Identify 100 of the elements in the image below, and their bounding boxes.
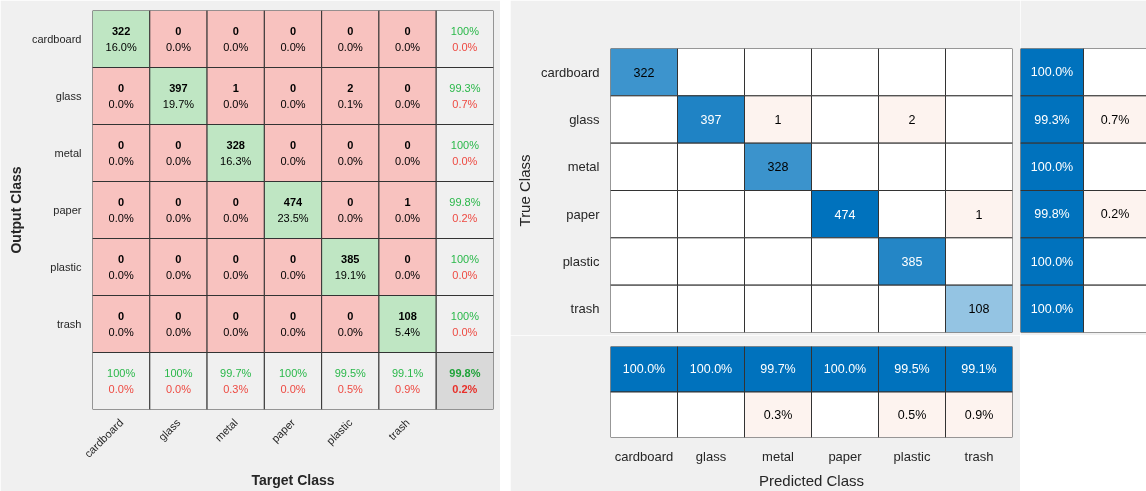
- x-tick-label: paper: [828, 448, 863, 464]
- annotation: 0.7%: [452, 97, 478, 110]
- data-label: 99.8%: [449, 196, 481, 209]
- data-label: 0: [118, 82, 125, 95]
- data-label: 0: [232, 253, 239, 266]
- annotation: 0.0%: [223, 268, 249, 281]
- data-label: 99.3%: [449, 82, 481, 95]
- annotation: 0.0%: [395, 154, 421, 167]
- data-label: 99.3%: [1034, 112, 1070, 127]
- annotation: 0.2%: [452, 382, 478, 395]
- annotation: 0.0%: [165, 40, 192, 53]
- y-tick-label: plastic: [562, 254, 600, 269]
- annotation: 0.0%: [223, 40, 249, 53]
- data-label: 99.7%: [760, 362, 796, 377]
- data-label: 0: [404, 253, 411, 266]
- annotation: 0.0%: [165, 268, 192, 281]
- data-label: 328: [767, 160, 789, 175]
- annotation: 0.0%: [108, 382, 134, 395]
- data-label: 0.7%: [1100, 112, 1130, 127]
- data-label: 322: [633, 65, 655, 80]
- data-label: 474: [834, 207, 856, 222]
- y-tick-label: plastic: [50, 261, 82, 273]
- annotation: 0.0%: [452, 268, 478, 281]
- x-axis-title: Target Class: [251, 472, 335, 489]
- annotation: 0.3%: [223, 382, 249, 395]
- data-label: 1: [774, 113, 782, 127]
- annotation: 0.0%: [108, 154, 134, 167]
- annotation: 0.0%: [165, 211, 192, 224]
- annotation: 5.4%: [395, 325, 421, 338]
- data-label: 100.0%: [1030, 159, 1074, 174]
- y-axis-title: True Class: [515, 154, 533, 227]
- data-label: 100.0%: [1030, 65, 1074, 80]
- x-tick-label: plastic: [893, 448, 931, 464]
- data-label: 397: [169, 82, 188, 95]
- x-tick-label: trash: [964, 448, 994, 464]
- data-label: 100%: [450, 253, 480, 266]
- data-label: 322: [111, 25, 131, 38]
- annotation: 0.0%: [395, 268, 421, 281]
- annotation: 0.1%: [337, 97, 364, 110]
- data-label: 0.2%: [1100, 207, 1130, 222]
- data-label: 0: [175, 310, 182, 323]
- annotation: 19.1%: [334, 268, 367, 281]
- data-label: 0: [232, 196, 239, 209]
- annotation: 0.0%: [337, 154, 364, 167]
- data-label: 0.9%: [964, 407, 994, 422]
- annotation: 0.0%: [165, 154, 192, 167]
- x-axis-title: Predicted Class: [758, 471, 865, 489]
- annotation: 0.0%: [165, 382, 192, 395]
- annotation: 0.0%: [280, 382, 306, 395]
- data-label: 0: [289, 82, 297, 95]
- annotation: 0.0%: [108, 268, 134, 281]
- data-label: 99.5%: [334, 367, 367, 380]
- y-tick-label: trash: [57, 318, 82, 330]
- x-tick-label: cardboard: [614, 448, 674, 464]
- data-label: 100%: [450, 139, 480, 152]
- annotation: 16.3%: [220, 154, 252, 167]
- data-label: 108: [398, 310, 417, 323]
- data-label: 0: [175, 253, 182, 266]
- data-label: 1: [232, 82, 239, 95]
- data-label: 0: [175, 139, 182, 152]
- data-label: 100%: [278, 367, 308, 380]
- data-label: 1: [975, 207, 983, 222]
- data-label: 99.7%: [220, 367, 252, 380]
- data-label: 0: [232, 25, 239, 38]
- annotation: 0.0%: [337, 325, 364, 338]
- annotation: 0.0%: [452, 40, 478, 53]
- data-label: 0: [404, 25, 411, 38]
- x-tick-label: glass: [695, 448, 727, 464]
- annotation: 0.0%: [280, 40, 306, 53]
- annotation: 0.5%: [337, 382, 364, 395]
- data-label: 99.8%: [449, 367, 481, 380]
- data-label: 0: [404, 139, 411, 152]
- annotation: 0.0%: [223, 325, 249, 338]
- annotation: 0.0%: [280, 325, 306, 338]
- annotation: 0.0%: [337, 40, 364, 53]
- data-label: 0.3%: [763, 407, 793, 422]
- data-label: 99.5%: [894, 362, 930, 377]
- data-label: 0: [289, 139, 297, 152]
- annotation: 0.9%: [395, 382, 421, 395]
- y-tick-label: metal: [54, 147, 82, 159]
- data-label: 108: [968, 302, 990, 317]
- data-label: 100.0%: [823, 362, 867, 377]
- data-label: 397: [700, 113, 722, 127]
- data-label: 99.1%: [391, 367, 424, 380]
- data-label: 0: [347, 25, 354, 38]
- annotation: 16.0%: [105, 40, 137, 53]
- data-label: 2: [908, 113, 916, 127]
- annotation: 0.0%: [395, 211, 421, 224]
- annotation: 0.2%: [452, 211, 478, 224]
- data-label: 100.0%: [1030, 301, 1074, 316]
- data-label: 0: [118, 196, 125, 209]
- annotation: 19.7%: [162, 97, 195, 110]
- annotation: 0.0%: [223, 211, 249, 224]
- annotation: 0.0%: [452, 325, 478, 338]
- annotation: 0.0%: [337, 211, 364, 224]
- annotation: 0.0%: [108, 211, 134, 224]
- annotation: 0.0%: [452, 154, 478, 167]
- annotation: 0.0%: [280, 154, 306, 167]
- annotation: 0.0%: [223, 97, 249, 110]
- annotation: 0.0%: [395, 97, 421, 110]
